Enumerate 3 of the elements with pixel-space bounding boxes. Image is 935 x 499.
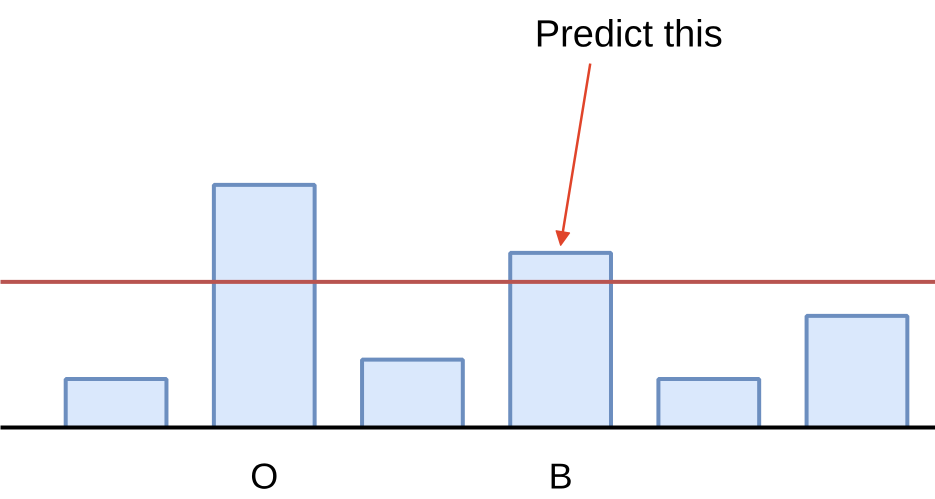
- annotation: Predict this: [534, 13, 723, 56]
- x-tick-label: O: [250, 456, 278, 496]
- x-tick-label: B: [548, 456, 573, 496]
